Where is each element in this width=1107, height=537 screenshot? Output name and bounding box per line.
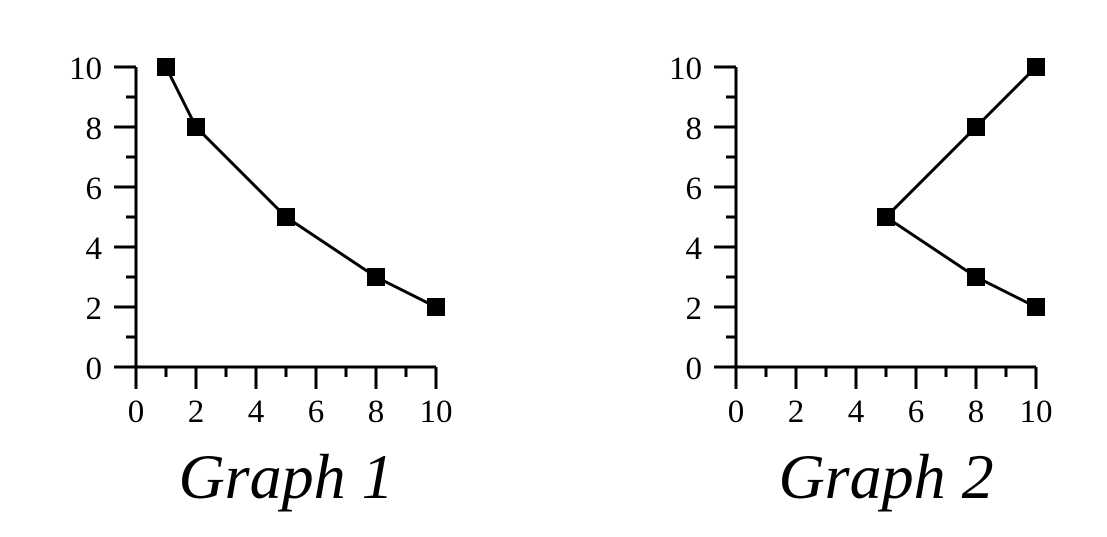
y-tick-label: 10 <box>669 51 702 87</box>
series-line <box>164 66 437 309</box>
y-tick-label: 10 <box>69 51 102 87</box>
x-tick-label: 8 <box>368 394 385 430</box>
x-tick-label: 4 <box>248 394 265 430</box>
y-tick-label: 4 <box>86 231 103 267</box>
y-tick-label: 2 <box>86 291 103 327</box>
x-tick-label: 4 <box>848 394 865 430</box>
graph-title: Graph 2 <box>778 441 993 512</box>
data-point-marker <box>277 208 295 226</box>
graph-title: Graph 1 <box>178 441 393 512</box>
graph-2-chart: 0 2 4 6 8 10 0 2 4 6 8 10 Graph 2 <box>669 51 1053 512</box>
x-tick-label: 2 <box>188 394 205 430</box>
x-tick-label: 6 <box>908 394 925 430</box>
x-tick-label: 0 <box>728 394 745 430</box>
series-line <box>883 65 1038 309</box>
x-tick-label: 8 <box>968 394 985 430</box>
data-point-marker <box>427 298 445 316</box>
y-tick-label: 8 <box>86 111 103 147</box>
graph-1-chart: 0 2 4 6 8 10 0 2 4 6 8 10 Graph 1 <box>69 51 453 512</box>
y-tick-label: 2 <box>686 291 703 327</box>
y-tick-label: 0 <box>686 351 703 387</box>
y-tick-label: 8 <box>686 111 703 147</box>
y-tick-label: 6 <box>686 171 703 207</box>
y-tick-label: 6 <box>86 171 103 207</box>
data-point-marker <box>967 118 985 136</box>
data-point-marker <box>967 268 985 286</box>
data-point-marker <box>187 118 205 136</box>
data-point-marker <box>157 58 175 76</box>
y-tick-label: 0 <box>86 351 103 387</box>
x-tick-label: 10 <box>420 394 453 430</box>
x-tick-label: 0 <box>128 394 145 430</box>
data-point-marker <box>1027 58 1045 76</box>
data-point-marker <box>367 268 385 286</box>
data-point-marker <box>1027 298 1045 316</box>
data-point-marker <box>877 208 895 226</box>
x-tick-label: 6 <box>308 394 325 430</box>
x-tick-label: 10 <box>1020 394 1053 430</box>
y-tick-label: 4 <box>686 231 703 267</box>
x-tick-label: 2 <box>788 394 805 430</box>
